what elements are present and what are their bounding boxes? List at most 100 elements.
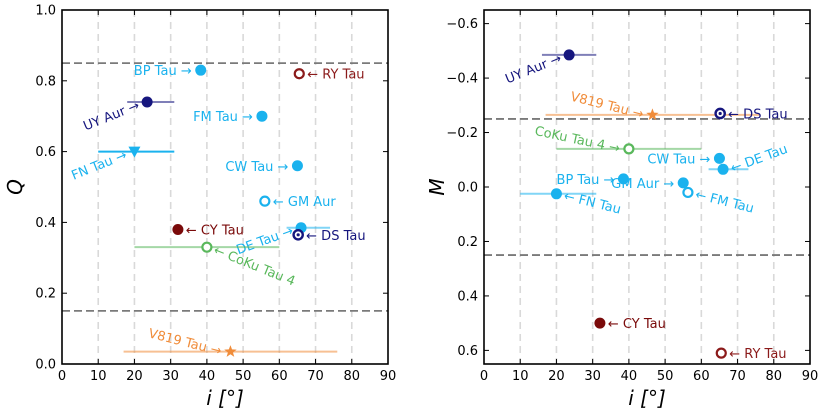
x-tick-label: 30 [584, 369, 601, 384]
point-fm-tau: FM Tau → [193, 110, 268, 125]
x-tick-label: 70 [307, 369, 324, 384]
x-tick-label: 20 [548, 369, 565, 384]
point-ds-tau: ← DS Tau [714, 107, 788, 122]
x-tick-label: 10 [90, 369, 107, 384]
point-ry-tau: ← RY Tau [293, 68, 365, 83]
marker-fn-tau [128, 146, 141, 158]
y-tick-label: 1.0 [35, 4, 56, 19]
label-cy-tau: ← CY Tau [608, 317, 666, 332]
marker-cw-tau [291, 160, 303, 172]
point-fn-tau: FN Tau → [69, 146, 175, 184]
point-gm-aur: ← GM Aur [259, 195, 337, 210]
point-gm-aur: GM Aur → [611, 177, 689, 192]
plot-frame [61, 9, 389, 365]
marker-ry-tau [715, 347, 727, 359]
marker-gm-aur [259, 195, 271, 207]
x-tick-label: 50 [657, 369, 674, 384]
point-cw-tau: CW Tau → [647, 152, 725, 167]
x-tick-label: 50 [235, 369, 252, 384]
point-uy-aur: UY Aur → [81, 96, 175, 134]
point-bp-tau: BP Tau → [557, 173, 629, 188]
marker-center-ds-tau [718, 111, 722, 116]
x-tick-label: 90 [802, 369, 819, 384]
x-tick-label: 90 [380, 369, 397, 384]
label-fn-tau: FN Tau → [69, 148, 129, 184]
y-tick-label: 0.0 [35, 358, 56, 373]
label-coku-tau-4: CoKu Tau 4 → [533, 124, 621, 157]
point-cw-tau: CW Tau → [225, 160, 303, 175]
label-gm-aur: ← GM Aur [273, 195, 337, 210]
point-uy-aur: UY Aur → [503, 49, 597, 87]
y-tick-label: 0.6 [35, 145, 56, 160]
marker-gm-aur [677, 177, 689, 189]
y-tick-label: 0.8 [35, 74, 56, 89]
y-axis-title: M [425, 178, 449, 195]
label-ds-tau: ← DS Tau [306, 229, 365, 244]
marker-coku-tau-4 [201, 241, 213, 253]
x-tick-label: 10 [512, 369, 529, 384]
y-tick-label: 0.0 [457, 181, 478, 196]
x-tick-label: 70 [729, 369, 746, 384]
y-tick-label: −0.4 [446, 72, 478, 87]
y-axis-title: Q [3, 179, 27, 195]
marker-v819-tau [224, 345, 237, 357]
marker-bp-tau [195, 64, 207, 76]
x-tick-label: 40 [621, 369, 638, 384]
x-axis-title: i [°] [628, 386, 666, 410]
label-ry-tau: ← RY Tau [729, 347, 786, 362]
marker-coku-tau-4 [623, 143, 635, 155]
point-ds-tau: ← DS Tau [292, 229, 366, 244]
point-coku-tau-4: ← CoKu Tau 4 [134, 241, 297, 290]
label-cw-tau: CW Tau → [225, 160, 288, 175]
label-fm-tau: FM Tau → [193, 110, 253, 125]
x-tick-label: 20 [126, 369, 143, 384]
y-tick-label: 0.4 [457, 289, 478, 304]
label-ry-tau: ← RY Tau [307, 68, 364, 83]
y-tick-label: 0.2 [35, 287, 56, 302]
y-tick-label: 0.6 [457, 344, 478, 359]
label-v819-tau: V819 Tau → [569, 90, 645, 123]
marker-bp-tau [617, 173, 629, 185]
marker-center-ds-tau [296, 233, 300, 237]
marker-uy-aur [141, 96, 153, 108]
x-tick-label: 80 [344, 369, 361, 384]
y-tick-label: 0.2 [457, 235, 478, 250]
marker-fm-tau [682, 186, 694, 199]
x-tick-label: 60 [271, 369, 288, 384]
marker-cy-tau [594, 317, 606, 329]
marker-cy-tau [172, 223, 184, 235]
marker-fm-tau [256, 110, 268, 122]
label-cw-tau: CW Tau → [647, 152, 710, 167]
label-ds-tau: ← DS Tau [728, 107, 787, 122]
marker-v819-tau [646, 108, 659, 121]
label-gm-aur: GM Aur → [611, 177, 674, 192]
y-tick-label: −0.2 [446, 126, 478, 141]
left-panel-q-vs-inclination: 0 10 20 30 40 50 60 70 80 90 0.0 0.2 0.4 0.6 0.8 1.0 i [… [3, 4, 396, 411]
label-v819-tau: V819 Tau → [147, 326, 223, 359]
marker-cw-tau [713, 152, 725, 164]
point-bp-tau: BP Tau → [134, 64, 207, 79]
x-tick-label: 40 [199, 369, 216, 384]
right-panel-m-vs-inclination: 0 10 20 30 40 50 60 70 80 90 −0.6 −0.4 −0.2 0.0 0.2 0.4… [425, 9, 819, 410]
label-uy-aur: UY Aur → [81, 98, 142, 134]
x-tick-label: 0 [480, 369, 488, 384]
label-uy-aur: UY Aur → [503, 51, 564, 87]
y-tick-label: 0.4 [35, 216, 56, 231]
marker-fn-tau [550, 188, 562, 200]
label-bp-tau: BP Tau → [557, 173, 615, 188]
label-cy-tau: ← CY Tau [186, 223, 244, 238]
x-tick-label: 80 [766, 369, 783, 384]
point-v819-tau: V819 Tau → [123, 326, 338, 359]
marker-de-tau [717, 163, 729, 175]
point-fm-tau: ← FM Tau [682, 186, 756, 217]
point-fn-tau: ← FN Tau [520, 188, 622, 218]
marker-ry-tau [293, 68, 305, 80]
point-cy-tau: ← CY Tau [594, 317, 666, 332]
point-cy-tau: ← CY Tau [172, 223, 244, 238]
x-tick-label: 60 [693, 369, 710, 384]
x-tick-label: 30 [162, 369, 179, 384]
label-bp-tau: BP Tau → [134, 64, 192, 79]
x-axis-title: i [°] [206, 386, 244, 410]
label-fm-tau: ← FM Tau [694, 188, 756, 217]
